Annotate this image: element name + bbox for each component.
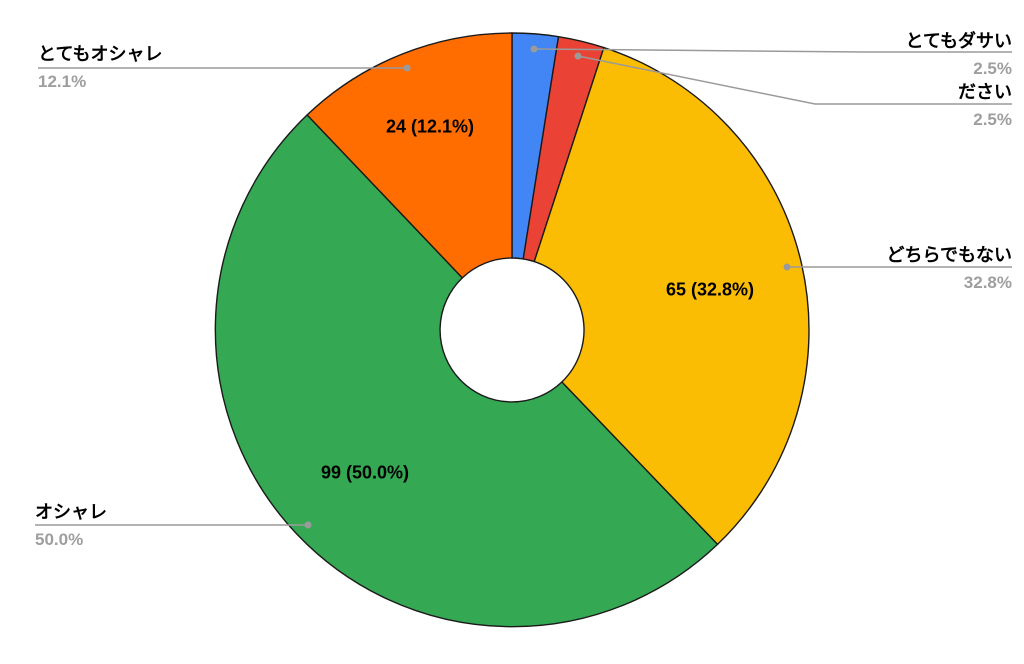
label-totemo-dasai: とてもダサい 2.5% xyxy=(905,31,1012,79)
label-totemo-oshare: とてもオシャレ 12.1% xyxy=(38,44,163,92)
category-label: どちらでもない xyxy=(886,245,1012,265)
value-label-oshare: 99 (50.0%) xyxy=(320,462,410,483)
leader-dot-2 xyxy=(783,263,791,271)
percent-label: 32.8% xyxy=(963,273,1012,292)
pie-slice-3 xyxy=(214,114,719,628)
leader-line-1 xyxy=(577,55,1012,105)
category-label: ださい xyxy=(958,82,1012,102)
leader-dot-0 xyxy=(530,45,538,53)
leader-dot-1 xyxy=(574,52,582,60)
value-label-totemo-oshare: 24 (12.1%) xyxy=(385,116,475,137)
percent-label: 2.5% xyxy=(973,59,1012,78)
label-dasai: ださい 2.5% xyxy=(958,82,1012,130)
category-label: オシャレ xyxy=(35,502,107,522)
percent-label: 12.1% xyxy=(38,72,87,91)
label-dochira-demo-nai: どちらでもない 32.8% xyxy=(887,245,1012,293)
percent-label: 50.0% xyxy=(35,530,84,549)
leader-dot-3 xyxy=(304,521,312,529)
category-label: とてもオシャレ xyxy=(38,44,163,64)
leader-dot-4 xyxy=(403,64,411,72)
pie-slice-4 xyxy=(306,32,513,279)
label-oshare: オシャレ 50.0% xyxy=(35,502,107,550)
leader-line-0 xyxy=(533,48,1012,53)
value-label-dochira-demo-nai: 65 (32.8%) xyxy=(665,279,755,300)
percent-label: 2.5% xyxy=(973,110,1012,129)
category-label: とてもダサい xyxy=(905,31,1012,51)
pie-slice-2 xyxy=(533,46,810,546)
